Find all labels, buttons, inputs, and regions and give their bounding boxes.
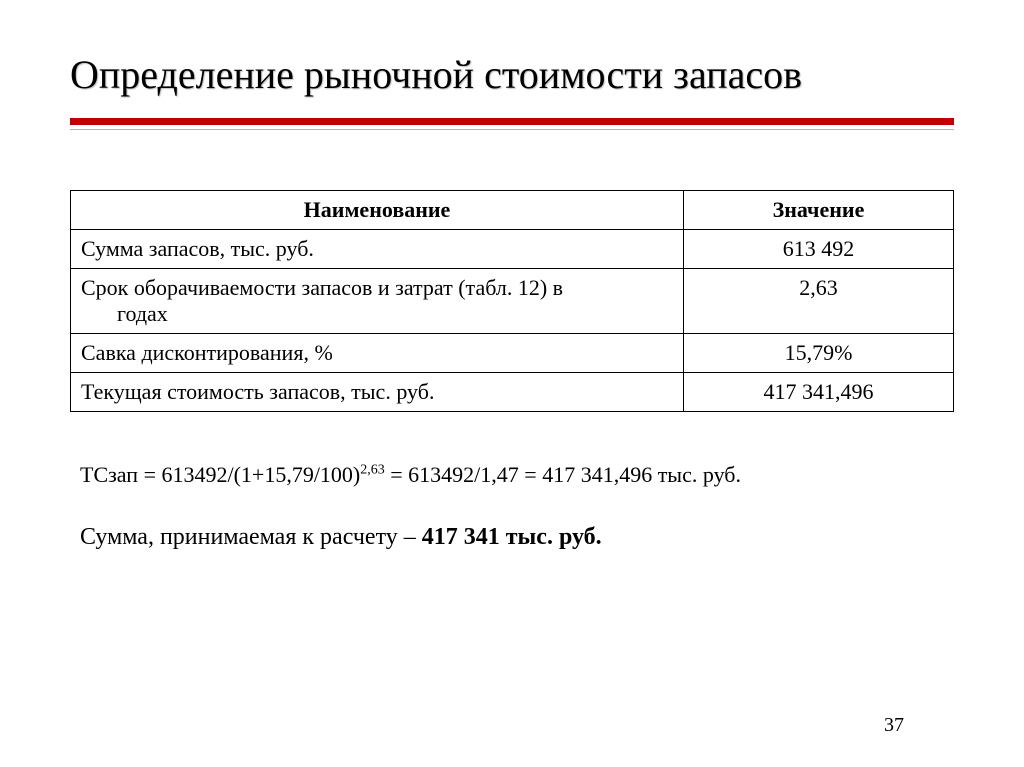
cell-value: 15,79% (684, 334, 954, 373)
cell-value: 613 492 (684, 230, 954, 269)
col-header-value: Значение (684, 191, 954, 230)
formula-part1: = 613492/(1+15,79/100) (138, 462, 360, 487)
formula-part2: = 613492/1,47 = 417 341,496 тыс. руб. (385, 462, 741, 487)
table-row: Текущая стоимость запасов, тыс. руб. 417… (71, 373, 954, 412)
summary-prefix: Сумма, принимаемая к расчету – (80, 524, 422, 550)
table-row: Срок оборачиваемости запасов и затрат (т… (71, 269, 954, 334)
page-title: Определение рыночной стоимости запасов (70, 50, 954, 100)
formula-line: ТСзап = 613492/(1+15,79/100)2,63 = 61349… (80, 462, 954, 488)
rule-red (70, 118, 954, 125)
summary-bold: 417 341 тыс. руб. (422, 524, 602, 550)
cell-name: Текущая стоимость запасов, тыс. руб. (81, 379, 434, 404)
cell-name: Срок оборачиваемости запасов и затрат (т… (81, 275, 563, 300)
cell-name: Сумма запасов, тыс. руб. (81, 236, 314, 261)
cell-name-extra: годах (81, 301, 673, 327)
rule-gray (70, 129, 954, 130)
title-rule (70, 118, 954, 130)
page-number: 37 (884, 714, 904, 737)
table-row: Савка дисконтирования, % 15,79% (71, 334, 954, 373)
cell-value: 2,63 (684, 269, 954, 334)
formula-exponent: 2,63 (360, 463, 385, 478)
cell-value: 417 341,496 (684, 373, 954, 412)
summary-line: Сумма, принимаемая к расчету – 417 341 т… (80, 524, 954, 551)
cell-name: Савка дисконтирования, % (81, 340, 333, 365)
col-header-name: Наименование (71, 191, 684, 230)
table-row: Сумма запасов, тыс. руб. 613 492 (71, 230, 954, 269)
formula-lhs: ТСзап (80, 462, 138, 487)
data-table: Наименование Значение Сумма запасов, тыс… (70, 190, 954, 412)
